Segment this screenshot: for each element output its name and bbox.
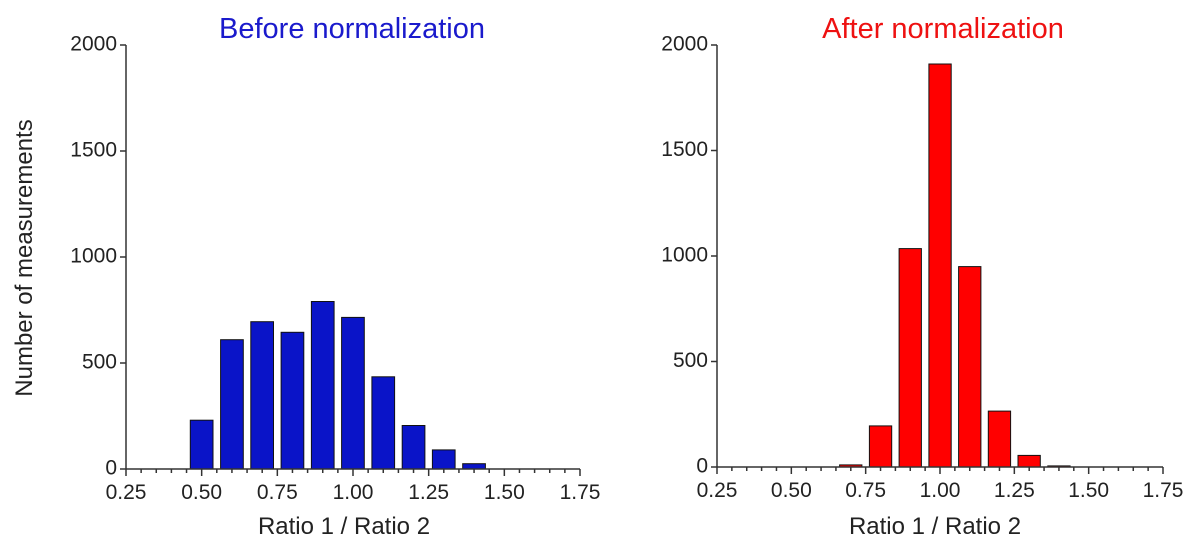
bar: [401, 425, 426, 470]
bar: [341, 316, 365, 470]
y-tick-label: 0: [696, 455, 708, 478]
bar: [189, 419, 214, 470]
x-tick-label: 1.00: [920, 479, 961, 502]
bar: [220, 339, 244, 470]
x-axis-label: Ratio 1 / Ratio 2: [258, 513, 430, 540]
bar: [1017, 454, 1041, 468]
y-axis-label: Number of measurements: [11, 119, 38, 396]
chart-after-normalization: After normalization Ratio 1 / Ratio 2 0 5…: [661, 13, 1183, 540]
x-tick-label: 1.50: [484, 481, 525, 504]
x-tick-label: 0.25: [697, 479, 738, 502]
bar: [987, 410, 1012, 468]
x-tick-label: 1.50: [1068, 479, 1109, 502]
bar: [928, 63, 952, 468]
bar: [462, 463, 486, 470]
x-tick-label: 1.00: [333, 481, 374, 504]
x-tick-label: 0.50: [771, 479, 812, 502]
x-tick-label: 1.25: [408, 481, 449, 504]
axes: 0 500 1000 1500 2000 0.25 0.50 0.75 1.00 1.25 1.50…: [661, 33, 1183, 502]
y-tick-label: 1000: [661, 244, 708, 267]
y-tick-label: 1500: [661, 138, 708, 161]
bar: [280, 331, 305, 470]
x-tick-label: 0.25: [106, 481, 147, 504]
y-tick-label: 2000: [661, 33, 708, 56]
bar: [898, 248, 922, 468]
y-tick-label: 500: [82, 351, 117, 374]
y-tick-label: 500: [673, 349, 708, 372]
x-tick-label: 0.75: [845, 479, 886, 502]
bar: [868, 425, 893, 468]
x-tick-label: 1.25: [994, 479, 1035, 502]
bar: [371, 376, 396, 470]
y-tick-label: 1000: [70, 245, 117, 268]
chart-before-normalization: Before normalization Number of measureme…: [11, 13, 600, 540]
bar: [250, 321, 275, 470]
chart-title: Before normalization: [219, 13, 485, 45]
x-tick-label: 0.50: [181, 481, 222, 504]
y-tick-label: 0: [105, 457, 117, 480]
y-tick-label: 2000: [70, 33, 117, 56]
x-axis-label: Ratio 1 / Ratio 2: [849, 513, 1021, 540]
chart-title: After normalization: [822, 13, 1064, 45]
bar: [431, 449, 456, 470]
bar: [310, 301, 335, 470]
bars: [189, 301, 486, 470]
bars: [839, 63, 1071, 468]
y-tick-label: 1500: [70, 139, 117, 162]
bar: [958, 266, 982, 468]
axes: 0 500 1000 1500 2000 0.25 0.50 0.75 1.00 1.25 1.50…: [70, 33, 600, 504]
x-tick-label: 1.75: [1143, 479, 1184, 502]
x-tick-label: 1.75: [560, 481, 601, 504]
x-tick-label: 0.75: [257, 481, 298, 504]
